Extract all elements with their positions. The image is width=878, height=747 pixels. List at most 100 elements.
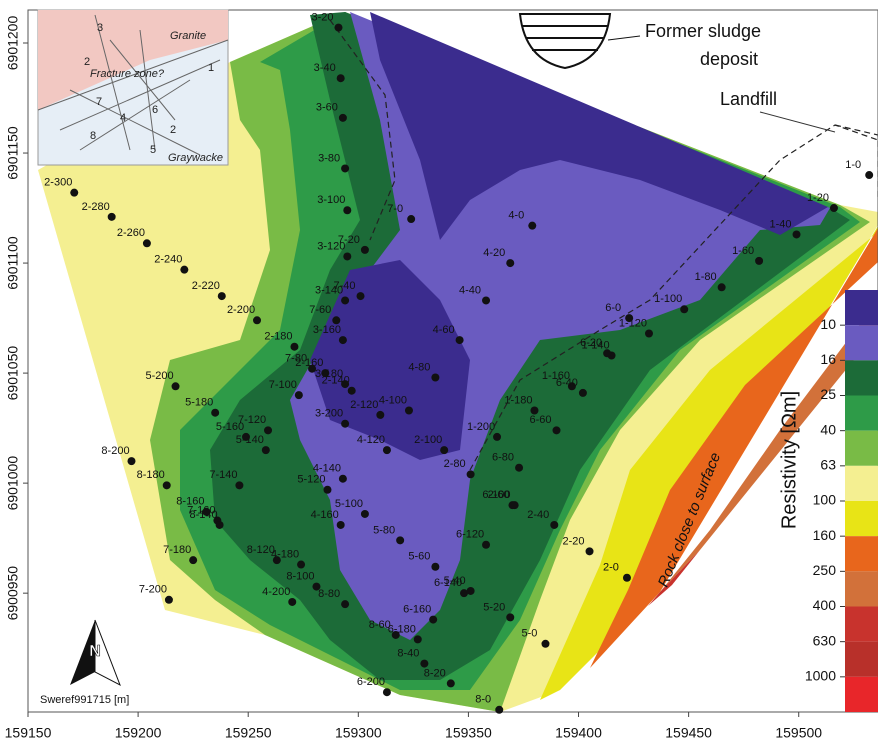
measurement-point bbox=[680, 305, 688, 313]
x-tick-label: 159500 bbox=[775, 725, 822, 741]
point-label: 5-160 bbox=[216, 421, 244, 433]
point-label: 6-160 bbox=[403, 603, 431, 615]
point-label: 7-20 bbox=[338, 234, 360, 246]
point-label: 7-0 bbox=[387, 203, 403, 215]
point-label: 2-20 bbox=[563, 535, 585, 547]
y-tick-label: 6901050 bbox=[5, 346, 21, 401]
measurement-point bbox=[108, 213, 116, 221]
inset-label: 2 bbox=[170, 124, 176, 136]
point-label: 6-40 bbox=[556, 377, 578, 389]
measurement-point bbox=[550, 521, 558, 529]
point-label: 7-140 bbox=[209, 469, 237, 481]
legend-swatch bbox=[845, 501, 878, 536]
legend-tick-label: 400 bbox=[813, 597, 837, 613]
legend-tick-label: 160 bbox=[813, 527, 837, 543]
sludge-shape bbox=[520, 14, 610, 68]
measurement-point bbox=[865, 171, 873, 179]
point-label: 1-0 bbox=[845, 159, 861, 171]
measurement-point bbox=[405, 407, 413, 415]
legend-swatch bbox=[845, 536, 878, 571]
legend-tick-label: 16 bbox=[820, 351, 836, 367]
measurement-point bbox=[440, 446, 448, 454]
measurement-point bbox=[334, 24, 342, 32]
point-label: 2-260 bbox=[117, 227, 145, 239]
measurement-point bbox=[467, 470, 475, 478]
measurement-point bbox=[343, 206, 351, 214]
point-label: 8-180 bbox=[137, 469, 165, 481]
measurement-point bbox=[348, 387, 356, 395]
legend-tick-label: 250 bbox=[813, 562, 837, 578]
measurement-point bbox=[288, 598, 296, 606]
point-label: 1-60 bbox=[732, 245, 754, 257]
measurement-point bbox=[180, 266, 188, 274]
measurement-point bbox=[297, 561, 305, 569]
annotation: Landfill bbox=[720, 89, 777, 109]
point-label: 7-80 bbox=[285, 353, 307, 365]
measurement-point bbox=[493, 433, 501, 441]
legend-swatch bbox=[845, 396, 878, 431]
point-label: 8-0 bbox=[475, 694, 491, 706]
inset-label: 1 bbox=[208, 62, 214, 74]
point-label: 6-80 bbox=[492, 452, 514, 464]
point-label: 5-80 bbox=[373, 524, 395, 536]
legend-title: Resistivity [Ωm] bbox=[778, 391, 800, 529]
measurement-point bbox=[420, 660, 428, 668]
measurement-point bbox=[262, 446, 270, 454]
measurement-point bbox=[541, 640, 549, 648]
point-label: 6-200 bbox=[357, 676, 385, 688]
point-label: 7-100 bbox=[269, 379, 297, 391]
measurement-point bbox=[383, 688, 391, 696]
point-label: 1-20 bbox=[807, 192, 829, 204]
point-label: 7-60 bbox=[309, 304, 331, 316]
measurement-point bbox=[447, 679, 455, 687]
leader-line bbox=[608, 36, 640, 40]
inset-label: 3 bbox=[97, 22, 103, 34]
point-label: 4-120 bbox=[357, 434, 385, 446]
point-label: 6-180 bbox=[388, 623, 416, 635]
measurement-point bbox=[312, 583, 320, 591]
measurement-point bbox=[337, 74, 345, 82]
inset-label: Fracture zone? bbox=[90, 68, 165, 80]
legend-swatch bbox=[845, 677, 878, 712]
point-label: 3-60 bbox=[316, 102, 338, 114]
point-label: 4-80 bbox=[408, 361, 430, 373]
north-arrow: N bbox=[70, 620, 120, 685]
legend-swatch bbox=[845, 360, 878, 395]
measurement-point bbox=[357, 292, 365, 300]
y-tick-label: 6901000 bbox=[5, 456, 21, 511]
point-label: 2-300 bbox=[44, 177, 72, 189]
measurement-point bbox=[392, 631, 400, 639]
map-figure: 2-3002-2802-2602-2402-2202-2002-1802-160… bbox=[0, 0, 878, 747]
point-label: 2-180 bbox=[264, 331, 292, 343]
point-label: 7-40 bbox=[333, 280, 355, 292]
x-tick-label: 159450 bbox=[665, 725, 712, 741]
measurement-point bbox=[625, 314, 633, 322]
point-label: 8-160 bbox=[176, 496, 204, 508]
point-label: 3-80 bbox=[318, 152, 340, 164]
annotation: deposit bbox=[700, 49, 758, 69]
point-label: 4-20 bbox=[483, 247, 505, 259]
measurement-point bbox=[482, 541, 490, 549]
leader-line bbox=[760, 112, 835, 132]
legend-swatch bbox=[845, 571, 878, 606]
point-label: 1-80 bbox=[695, 271, 717, 283]
y-tick-label: 6901150 bbox=[5, 126, 21, 180]
point-label: 3-40 bbox=[314, 62, 336, 74]
measurement-point bbox=[830, 204, 838, 212]
point-label: 4-100 bbox=[379, 394, 407, 406]
x-tick-label: 159250 bbox=[225, 725, 272, 741]
point-label: 1-100 bbox=[654, 293, 682, 305]
measurement-point bbox=[341, 600, 349, 608]
x-tick-label: 159150 bbox=[5, 725, 52, 741]
legend-swatch bbox=[845, 290, 878, 325]
measurement-point bbox=[467, 587, 475, 595]
inset-label: 2 bbox=[84, 56, 90, 68]
point-label: 1-40 bbox=[770, 218, 792, 230]
inset-label: Graywacke bbox=[168, 152, 223, 164]
legend-swatch bbox=[845, 431, 878, 466]
measurement-point bbox=[295, 391, 303, 399]
y-tick-label: 6900950 bbox=[5, 566, 21, 621]
measurement-point bbox=[253, 316, 261, 324]
measurement-point bbox=[332, 316, 340, 324]
legend-tick-label: 40 bbox=[820, 421, 836, 437]
